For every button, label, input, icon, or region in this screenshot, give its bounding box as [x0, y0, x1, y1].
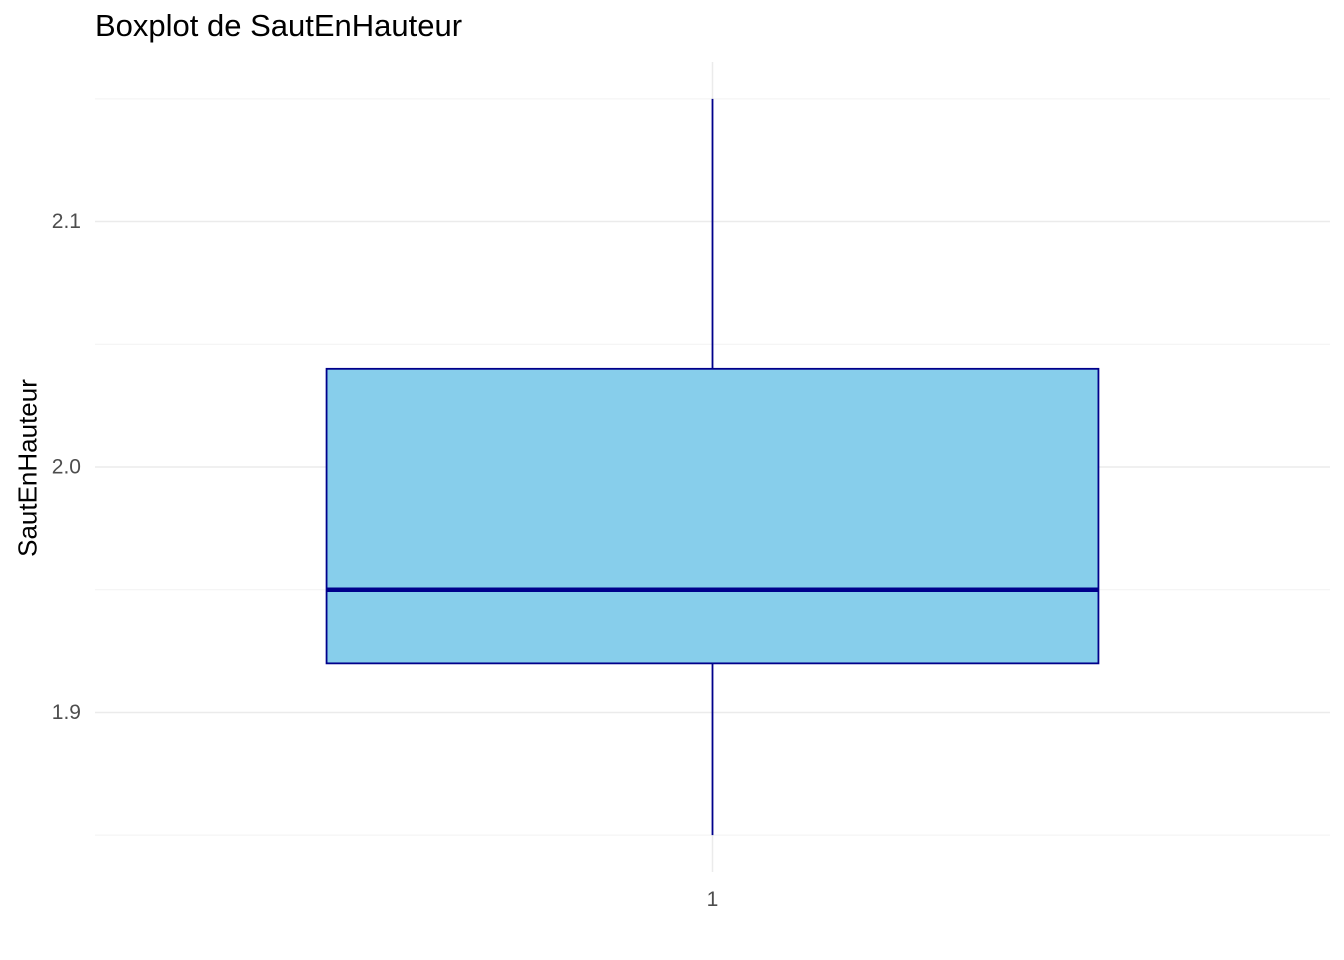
box-iqr [325, 367, 1100, 665]
mark-layer [325, 98, 1100, 836]
y-tick-label: 2.1 [52, 210, 81, 233]
chart-title: Boxplot de SautEnHauteur [95, 8, 463, 43]
y-tick-label: 2.0 [52, 456, 81, 479]
y-tick-label: 1.9 [52, 701, 81, 724]
tick-layer: 1.9 2.0 2.1 1 [52, 210, 719, 911]
x-tick-label: 1 [707, 888, 719, 911]
